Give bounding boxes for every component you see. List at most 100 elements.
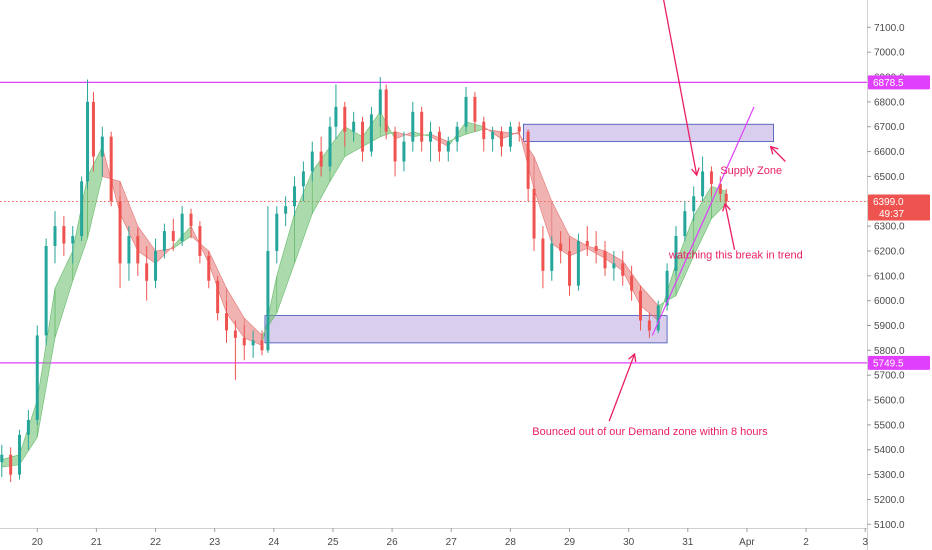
price-tick-label: 5500.0 xyxy=(874,420,905,431)
candle-body xyxy=(402,141,406,162)
price-tick-label: 7000.0 xyxy=(874,48,905,59)
candle-body xyxy=(429,131,433,142)
price-tick-label: 5200.0 xyxy=(874,495,905,506)
time-tick-label: 24 xyxy=(268,537,280,548)
price-tick-label: 5600.0 xyxy=(874,396,905,407)
candle-body xyxy=(665,270,669,306)
trend-line xyxy=(651,106,755,336)
candle-body xyxy=(683,211,687,237)
candle-body xyxy=(361,121,365,152)
candle-body xyxy=(500,131,504,147)
candle-body xyxy=(9,454,13,475)
candle-body xyxy=(612,263,616,269)
time-tick-label: 3 xyxy=(862,537,868,548)
candle-body xyxy=(437,131,441,152)
candle-body xyxy=(482,121,486,140)
candle-body xyxy=(260,340,264,351)
price-axis-background xyxy=(867,0,932,550)
candle-body xyxy=(709,171,713,184)
time-axis[interactable]: 20 21 22 23 24 25 26 27 28 29 30 31 Apr 2 3 xyxy=(0,528,868,550)
annotation-label: watching this break in trend xyxy=(668,249,803,261)
price-tick-label: 6300.0 xyxy=(874,222,905,233)
level-price-tag xyxy=(868,355,930,370)
countdown-label: 49:37 xyxy=(879,209,904,220)
price-tick-label: 7100.0 xyxy=(874,23,905,34)
time-tick-label: 23 xyxy=(209,537,221,548)
candle-body xyxy=(207,255,211,281)
arrow-shaft xyxy=(724,203,736,250)
price-tick-label: 6000.0 xyxy=(874,296,905,307)
candle-body xyxy=(26,419,30,435)
candle-body xyxy=(251,340,255,346)
candle-body xyxy=(718,183,722,194)
candle-body xyxy=(446,141,450,152)
candle-body xyxy=(53,226,57,246)
candle-body xyxy=(393,131,397,162)
price-tick-label: 5900.0 xyxy=(874,321,905,332)
candle-body xyxy=(369,114,373,152)
candle-body xyxy=(647,320,651,331)
candle-body xyxy=(118,201,122,264)
time-tick-label: 2 xyxy=(803,537,809,548)
level-price-tag-label: 5749.5 xyxy=(873,358,904,369)
candle-body xyxy=(62,226,66,244)
candle-body xyxy=(284,206,288,214)
horizontal-levels xyxy=(0,81,867,364)
time-tick-label: 27 xyxy=(446,537,458,548)
candle-body xyxy=(508,126,512,147)
candle-body xyxy=(550,243,554,271)
price-tick-label: 6800.0 xyxy=(874,97,905,108)
price-tick-label: 5700.0 xyxy=(874,371,905,382)
candle-body xyxy=(189,213,193,227)
candle-body xyxy=(352,121,356,132)
time-tick-label: 29 xyxy=(564,537,576,548)
candle-body xyxy=(541,238,545,271)
candle-body xyxy=(576,241,580,286)
candle-body xyxy=(526,131,530,189)
current-price-tag xyxy=(868,194,930,221)
time-tick-label: 25 xyxy=(327,537,339,548)
time-tick-label: 21 xyxy=(91,537,103,548)
candle-body xyxy=(275,213,279,251)
price-axis[interactable]: 7100.07000.06900.06800.06700.06600.06500… xyxy=(867,0,932,550)
candle-body xyxy=(71,236,75,244)
arrow-head xyxy=(722,202,731,212)
price-tick-label: 6200.0 xyxy=(874,246,905,257)
price-tick-label: 6500.0 xyxy=(874,172,905,183)
time-tick-label: 28 xyxy=(505,537,517,548)
candle-body xyxy=(724,193,728,202)
arrow-shaft xyxy=(770,146,786,162)
candle-body xyxy=(233,330,237,338)
level-price-tag-label: 6878.5 xyxy=(873,78,904,89)
candle-body xyxy=(656,305,660,331)
candle-body xyxy=(491,131,495,140)
candle-body xyxy=(86,101,90,182)
current-price-label: 6399.0 xyxy=(873,197,904,208)
annotations: Supply Zone watching this break in trend B… xyxy=(532,165,803,438)
candles xyxy=(0,77,728,483)
candle-body xyxy=(585,241,589,246)
candle-body xyxy=(80,181,84,237)
candle-body xyxy=(630,275,634,291)
candle-body xyxy=(301,171,305,187)
candle-body xyxy=(127,236,131,264)
price-tick-label: 6600.0 xyxy=(874,147,905,158)
candle-body xyxy=(0,454,4,463)
price-tick-label: 6700.0 xyxy=(874,122,905,133)
arrow-head xyxy=(769,145,779,155)
candle-body xyxy=(517,126,521,132)
arrow-shaft xyxy=(662,0,698,176)
zones xyxy=(264,123,774,344)
price-tags: 6878.5 5749.5 6399.049:37 xyxy=(868,75,930,370)
candle-body xyxy=(145,263,149,281)
arrow-head xyxy=(691,167,700,177)
candle-body xyxy=(266,250,270,351)
time-tick-label: 22 xyxy=(150,537,162,548)
candle-body xyxy=(310,151,314,172)
price-tick-label: 5100.0 xyxy=(874,520,905,531)
candle-body xyxy=(242,337,246,346)
arrow-head xyxy=(628,352,637,363)
candle-body xyxy=(420,111,424,142)
